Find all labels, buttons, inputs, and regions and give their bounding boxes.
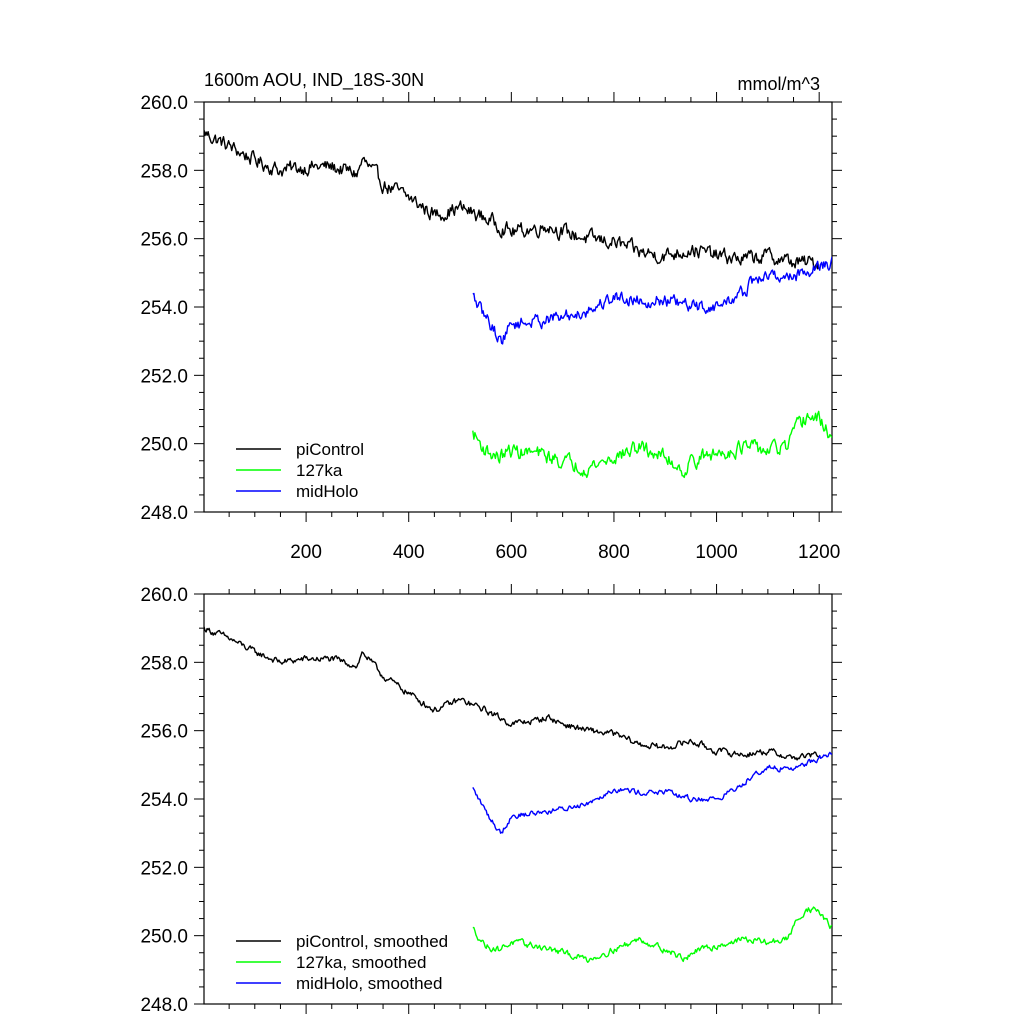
y-tick-label: 250.0 <box>140 435 188 456</box>
series-line-127ka-smoothed <box>472 906 832 963</box>
y-tick-label: 252.0 <box>140 366 188 387</box>
y-tick-label: 248.0 <box>140 503 188 524</box>
legend-label: midHolo, smoothed <box>296 974 442 993</box>
y-tick-label: 258.0 <box>140 161 188 182</box>
y-tick-label: 260.0 <box>140 93 188 114</box>
y-tick-label: 256.0 <box>140 230 188 251</box>
chart-title: 1600m AOU, IND_18S-30N <box>204 70 424 91</box>
x-tick-label: 600 <box>495 542 527 563</box>
units-label: mmol/m^3 <box>738 74 820 94</box>
x-tick-label: 200 <box>290 542 322 563</box>
x-tick-label: 400 <box>393 542 425 563</box>
legend-label: midHolo <box>296 482 358 501</box>
y-tick-label: 260.0 <box>140 585 188 606</box>
y-tick-label: 256.0 <box>140 722 188 743</box>
y-tick-label: 258.0 <box>140 653 188 674</box>
legend-label: piControl, smoothed <box>296 932 448 951</box>
y-tick-label: 254.0 <box>140 790 188 811</box>
x-tick-label: 800 <box>598 542 630 563</box>
y-tick-label: 252.0 <box>140 858 188 879</box>
series-line-picontrol <box>204 129 820 271</box>
series-line-midholo <box>472 256 832 345</box>
top-panel: 248.0 250.0 252.0 254.0 256.0 258.0 260.0 200 40… <box>140 70 842 563</box>
series-line-127ka <box>472 410 832 479</box>
legend-label: piControl <box>296 440 364 459</box>
legend-label: 127ka <box>296 461 343 480</box>
y-tick-label: 250.0 <box>140 927 188 948</box>
y-tick-label: 254.0 <box>140 298 188 319</box>
legend-label: 127ka, smoothed <box>296 953 426 972</box>
bottom-panel: 248.0 250.0 252.0 254.0 256.0 258.0 260.0 piCon… <box>140 584 842 1016</box>
series-line-picontrol-smoothed <box>204 626 819 761</box>
x-tick-label: 1000 <box>695 542 737 563</box>
x-tick-label: 1200 <box>798 542 840 563</box>
series-line-midholo-smoothed <box>472 751 832 834</box>
y-tick-label: 248.0 <box>140 995 188 1016</box>
